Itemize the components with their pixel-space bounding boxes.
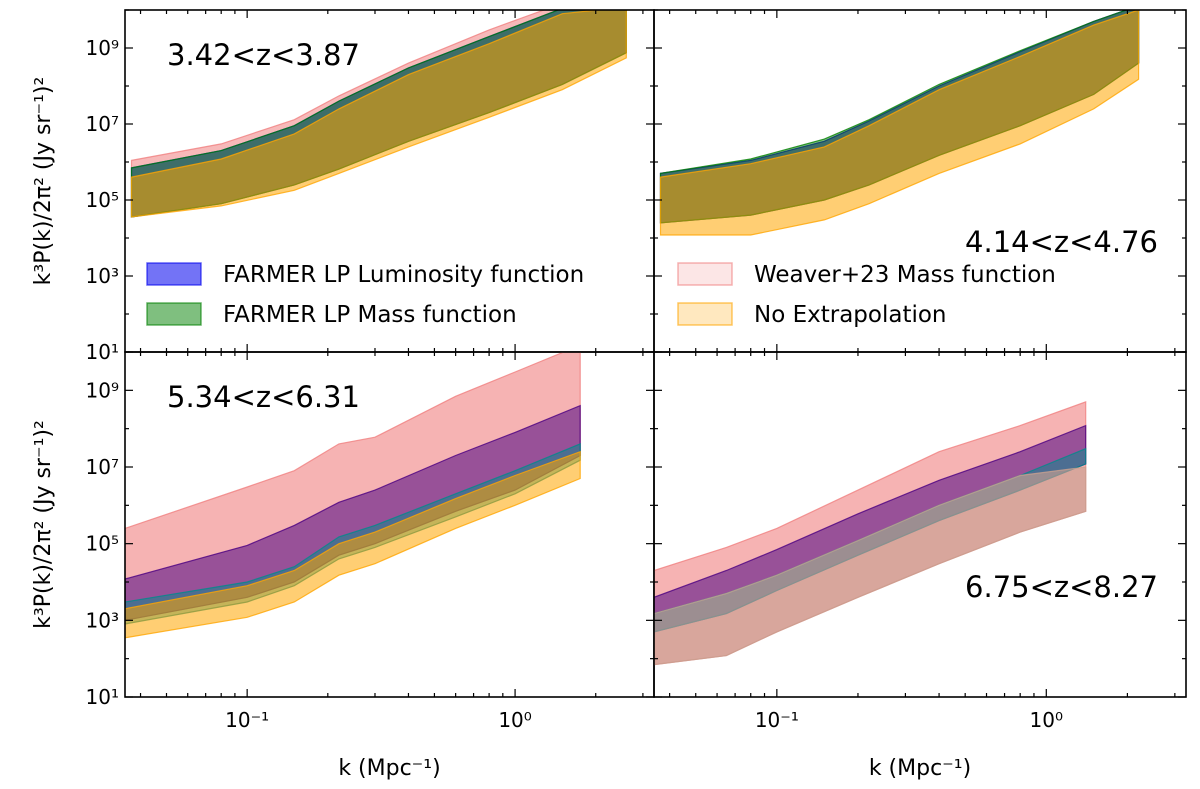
y-tick-label: 10⁵ <box>86 188 119 212</box>
y-tick-label: 10⁹ <box>86 36 119 60</box>
panels-group: 3.42<z<3.87 4.14<z<4.76 5.34<z<6.31 6.75<z<… <box>124 9 1187 698</box>
y-tick-label: 10⁷ <box>86 455 119 479</box>
y-axis-label: k³P(k)/2π² (Jy sr⁻¹)² <box>31 77 56 286</box>
legend-label: FARMER LP Luminosity function <box>223 262 584 288</box>
band-no-extrapolation <box>125 450 581 639</box>
y-tick-label: 10¹ <box>86 685 119 709</box>
y-axis-label: k³P(k)/2π² (Jy sr⁻¹)² <box>31 420 56 629</box>
y-tick-label: 10⁵ <box>86 532 119 556</box>
x-tick-label: 10⁰ <box>1030 708 1063 732</box>
x-tick-label: 10⁻¹ <box>755 708 799 732</box>
panel-3: 5.34<z<6.31 <box>124 351 655 698</box>
legend-label: Weaver+23 Mass function <box>754 262 1056 288</box>
y-tick-label: 10⁹ <box>86 378 119 402</box>
legend-item-no-extrapolation: No Extrapolation <box>677 302 947 328</box>
panel-frame <box>653 351 1187 698</box>
panel-plot-area <box>659 10 1140 236</box>
panel-z-label: 4.14<z<4.76 <box>965 225 1158 259</box>
y-tick-label: 10¹ <box>86 340 119 364</box>
legend-swatch <box>677 302 733 326</box>
band-no-extrapolation <box>130 10 627 218</box>
axes-labels-group: 10¹ 10³ 10⁵ 10⁷ 10⁹ k³P(k)/2π² (Jy sr⁻¹)² 10¹ 1… <box>31 36 1063 781</box>
legend-item-farmer-lp-luminosity-function: FARMER LP Luminosity function <box>146 262 584 288</box>
y-tick-label: 10⁷ <box>86 112 119 136</box>
legend-label: FARMER LP Mass function <box>223 302 517 328</box>
panel-plot-area <box>125 352 581 639</box>
panel-z-label: 5.34<z<6.31 <box>167 380 360 414</box>
band-no-extrapolation <box>659 10 1140 236</box>
y-tick-label: 10³ <box>86 264 119 288</box>
x-tick-label: 10⁰ <box>498 708 531 732</box>
x-axis-label: k (Mpc⁻¹) <box>338 756 440 781</box>
legend-label: No Extrapolation <box>754 302 947 328</box>
panel-2: 4.14<z<4.76 <box>653 9 1187 353</box>
y-tick-label: 10³ <box>86 608 119 632</box>
band-no-extrapolation <box>654 466 1087 666</box>
panel-z-label: 6.75<z<8.27 <box>965 570 1158 604</box>
panel-4: 6.75<z<8.27 <box>653 351 1187 698</box>
legend-swatch <box>146 262 202 286</box>
legend-swatch <box>677 262 733 286</box>
x-axis-label: k (Mpc⁻¹) <box>869 756 971 781</box>
panel-plot-area <box>654 401 1087 666</box>
panel-z-label: 3.42<z<3.87 <box>167 38 360 72</box>
legend-item-farmer-lp-mass-function: FARMER LP Mass function <box>146 302 517 328</box>
legend: FARMER LP Luminosity function FARMER LP M… <box>146 262 1056 328</box>
x-tick-label: 10⁻¹ <box>225 708 269 732</box>
legend-swatch <box>146 302 202 326</box>
legend-item-weaver-23-mass-function: Weaver+23 Mass function <box>677 262 1056 288</box>
panel-plot-area <box>130 10 627 218</box>
panel-1: 3.42<z<3.87 <box>124 9 655 353</box>
